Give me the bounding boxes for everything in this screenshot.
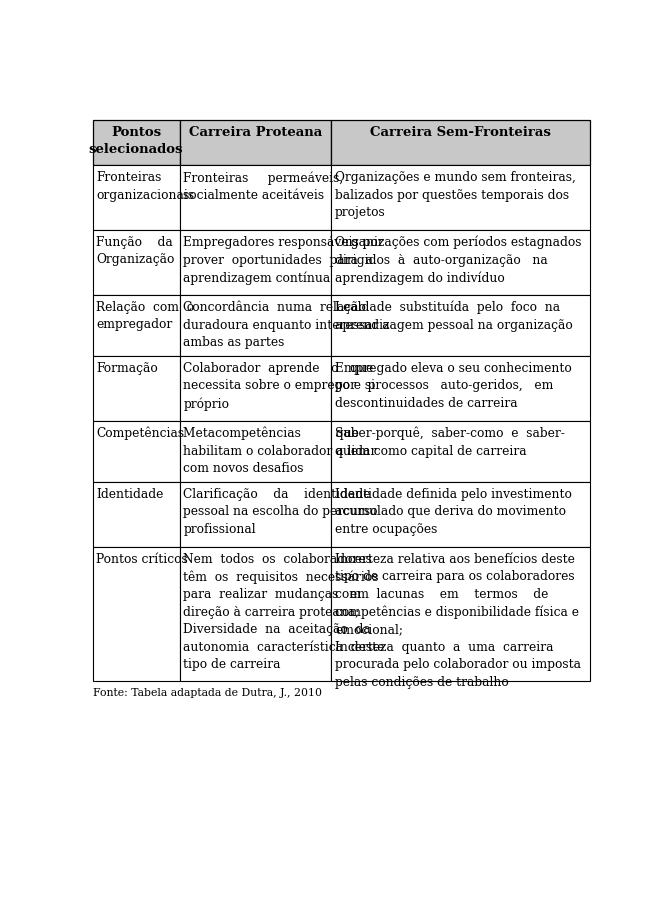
Bar <box>332 121 590 166</box>
Bar <box>332 421 590 482</box>
Text: Nem  todos  os  colaboradores
têm  os  requisitos  necessários
para  realizar  m: Nem todos os colaboradores têm os requis… <box>183 552 384 671</box>
Text: Competências: Competências <box>96 426 184 440</box>
Bar <box>332 231 590 295</box>
Text: Carreira Sem-Fronteiras: Carreira Sem-Fronteiras <box>370 126 551 139</box>
Text: Pontos críticos: Pontos críticos <box>96 552 188 565</box>
Text: Função    da
Organização: Função da Organização <box>96 236 174 266</box>
Text: Identidade: Identidade <box>96 488 164 500</box>
Text: Fronteiras
organizacionais: Fronteiras organizacionais <box>96 171 194 201</box>
Text: Empregado eleva o seu conhecimento
por   processos   auto-geridos,   em
desconti: Empregado eleva o seu conhecimento por p… <box>335 361 571 409</box>
Bar <box>180 121 332 166</box>
Text: Pontos
selecionados: Pontos selecionados <box>89 126 183 155</box>
Text: Colaborador  aprende   o   que
necessita sobre o emprego e si
próprio: Colaborador aprende o que necessita sobr… <box>183 361 376 410</box>
Bar <box>180 295 332 357</box>
Bar <box>180 482 332 547</box>
Bar <box>180 357 332 421</box>
Text: Empregadores responsáveis por
prover  oportunidades  para  a
aprendizagem contín: Empregadores responsáveis por prover opo… <box>183 236 384 284</box>
Bar <box>93 482 180 547</box>
Bar <box>180 166 332 231</box>
Bar <box>93 121 180 166</box>
Bar <box>180 547 332 681</box>
Bar <box>93 421 180 482</box>
Bar <box>332 482 590 547</box>
Bar <box>332 547 590 681</box>
Bar <box>93 166 180 231</box>
Text: Saber-porquê,  saber-como  e  saber-
quem como capital de carreira: Saber-porquê, saber-como e saber- quem c… <box>335 426 565 457</box>
Bar <box>93 295 180 357</box>
Bar <box>93 231 180 295</box>
Text: Fonte: Tabela adaptada de Dutra, J., 2010: Fonte: Tabela adaptada de Dutra, J., 201… <box>93 687 322 697</box>
Text: Organizações e mundo sem fronteiras,
balizados por questões temporais dos
projet: Organizações e mundo sem fronteiras, bal… <box>335 171 576 219</box>
Text: Metacompetências         que
habilitam o colaborador a lidar
com novos desafios: Metacompetências que habilitam o colabor… <box>183 426 376 475</box>
Bar <box>93 357 180 421</box>
Text: Formação: Formação <box>96 361 158 375</box>
Bar <box>180 421 332 482</box>
Bar <box>332 166 590 231</box>
Text: Incerteza relativa aos benefícios deste
tipo de carreira para os colaboradores
c: Incerteza relativa aos benefícios deste … <box>335 552 581 688</box>
Text: Fronteiras     permeáveis,
socialmente aceitáveis: Fronteiras permeáveis, socialmente aceit… <box>183 171 344 202</box>
Text: Concordância  numa  relação
duradoura enquanto interessar a
ambas as partes: Concordância numa relação duradoura enqu… <box>183 301 390 349</box>
Bar <box>332 295 590 357</box>
Bar <box>180 231 332 295</box>
Text: Carreira Proteana: Carreira Proteana <box>189 126 322 139</box>
Text: Clarificação    da    identidade
pessoal na escolha do percurso
profissional: Clarificação da identidade pessoal na es… <box>183 488 378 535</box>
Bar <box>332 357 590 421</box>
Text: Relação  com  o
empregador: Relação com o empregador <box>96 301 194 330</box>
Text: Identidade definida pelo investimento
acumulado que deriva do movimento
entre oc: Identidade definida pelo investimento ac… <box>335 488 572 535</box>
Text: Organizações com períodos estagnados
dirigidos  à  auto-organização   na
aprendi: Organizações com períodos estagnados dir… <box>335 236 581 284</box>
Text: Lealdade  substituída  pelo  foco  na
aprendizagem pessoal na organização: Lealdade substituída pelo foco na aprend… <box>335 301 573 331</box>
Bar <box>93 547 180 681</box>
